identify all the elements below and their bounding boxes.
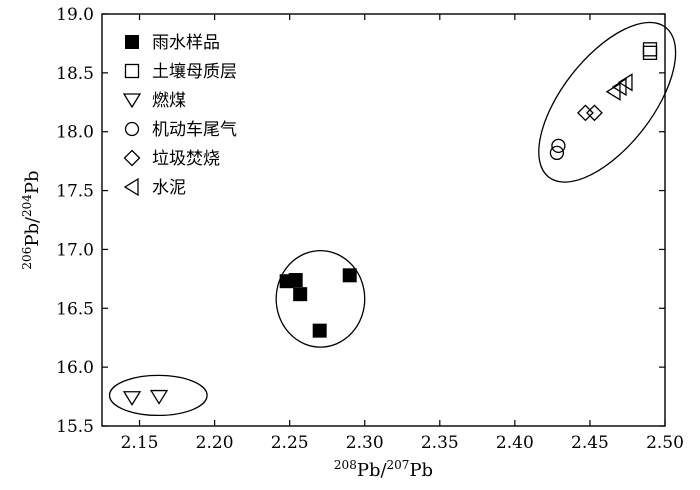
y-tick-label: 15.5 bbox=[56, 417, 94, 437]
y-axis-title: 206Pb/204Pb bbox=[20, 170, 43, 269]
data-point bbox=[551, 138, 566, 153]
data-point bbox=[312, 323, 327, 338]
data-point bbox=[293, 287, 308, 302]
data-point bbox=[617, 73, 633, 92]
legend-label: 雨水样品 bbox=[152, 33, 220, 53]
y-tick-label: 16.0 bbox=[56, 358, 94, 378]
x-tick-label: 2.20 bbox=[196, 433, 234, 453]
legend-marker bbox=[125, 35, 139, 49]
data-point bbox=[149, 389, 169, 405]
legend-marker bbox=[124, 63, 140, 79]
y-tick-label: 17.5 bbox=[56, 182, 94, 202]
legend-marker bbox=[124, 121, 140, 137]
x-axis-title: 208Pb/207Pb bbox=[334, 458, 433, 481]
data-point bbox=[549, 145, 565, 161]
x-tick-label: 2.35 bbox=[421, 433, 459, 453]
data-points bbox=[122, 42, 658, 406]
data-point bbox=[642, 45, 658, 60]
legend-label: 土壤母质层 bbox=[152, 61, 237, 82]
legend-label: 垃圾焚烧 bbox=[152, 149, 220, 169]
data-point bbox=[122, 391, 142, 406]
group-ellipse bbox=[275, 249, 366, 348]
y-tick-label: 19.0 bbox=[56, 5, 94, 25]
y-tick-label: 17.0 bbox=[56, 240, 94, 260]
y-tick-label: 18.5 bbox=[56, 64, 94, 84]
legend-marker bbox=[123, 149, 141, 167]
x-tick-label: 2.40 bbox=[496, 433, 534, 453]
plot-frame bbox=[101, 13, 666, 427]
legend-marker bbox=[122, 93, 142, 109]
data-point bbox=[586, 104, 603, 122]
legend-marker bbox=[123, 177, 139, 197]
data-point bbox=[577, 104, 594, 122]
x-tick-label: 2.25 bbox=[271, 433, 309, 453]
legend-label: 燃煤 bbox=[152, 91, 186, 111]
x-tick-label: 2.50 bbox=[646, 433, 684, 453]
data-point bbox=[288, 273, 303, 288]
data-point bbox=[642, 42, 658, 57]
y-tick-label: 16.5 bbox=[56, 299, 94, 319]
group-ellipse bbox=[108, 374, 208, 417]
axes: 2.15 2.20 2.25 2.30 2.35 2.40 2.45 2.50 15.5 16.0… bbox=[56, 5, 684, 453]
x-tick-label: 2.15 bbox=[121, 433, 159, 453]
group-ellipse bbox=[538, 21, 677, 183]
data-point bbox=[342, 268, 357, 283]
y-tick-label: 18.0 bbox=[56, 123, 94, 143]
x-tick-label: 2.30 bbox=[346, 433, 384, 453]
legend-label: 水泥 bbox=[152, 178, 186, 198]
legend-label: 机动车尾气 bbox=[152, 120, 237, 140]
x-tick-label: 2.45 bbox=[571, 433, 609, 453]
